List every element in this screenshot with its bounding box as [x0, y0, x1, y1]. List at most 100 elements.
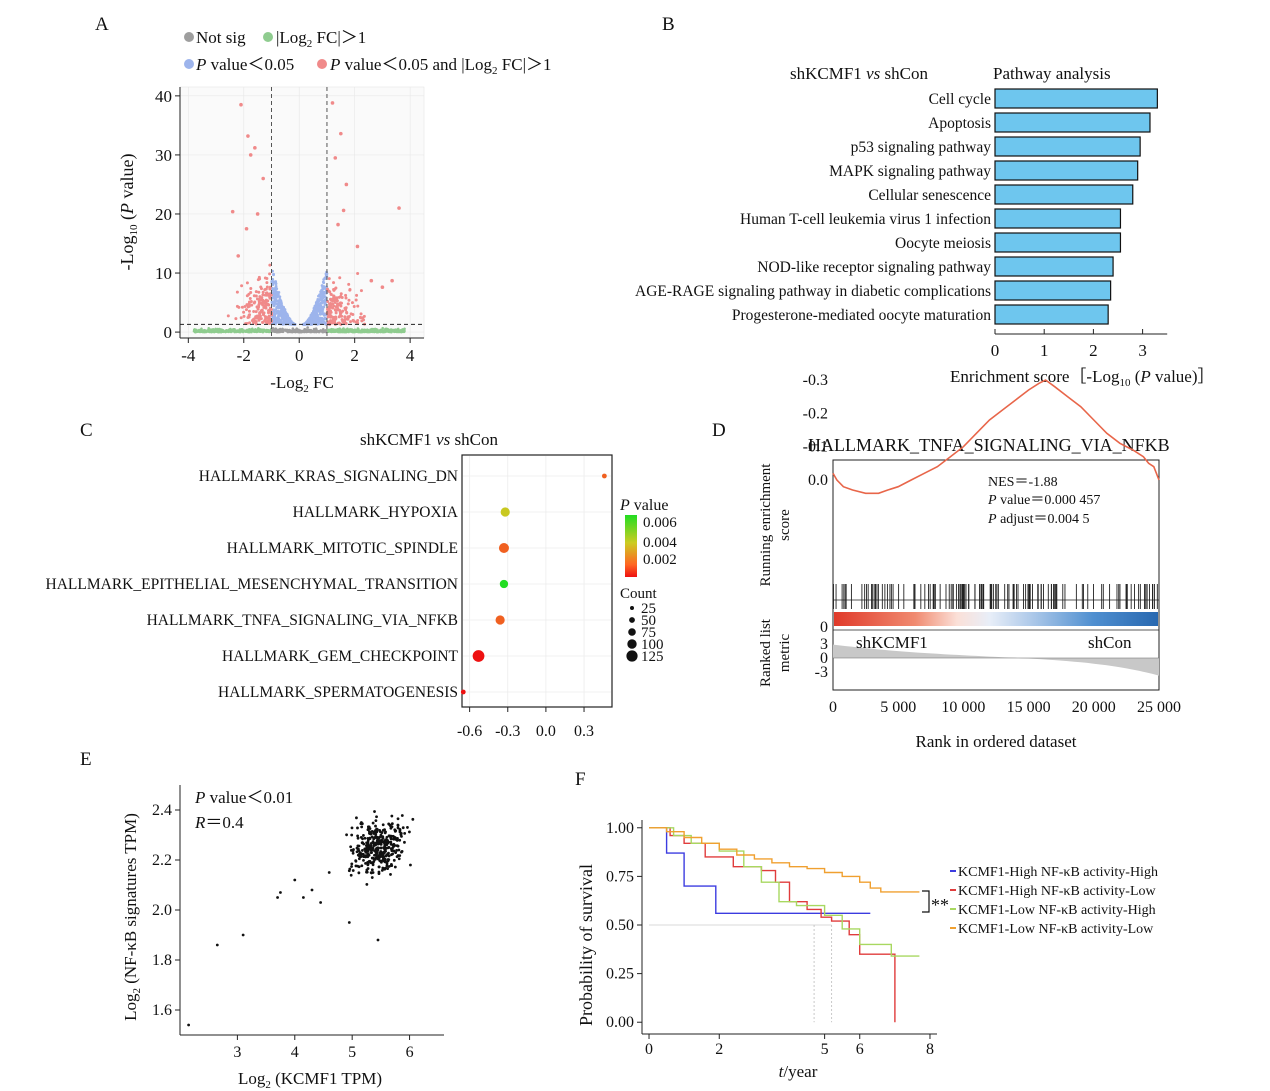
correlation-point	[368, 859, 372, 863]
correlation-point	[370, 876, 374, 879]
data-point	[242, 314, 246, 318]
data-point	[242, 310, 246, 314]
data-point	[319, 297, 323, 301]
correlation-point	[400, 849, 404, 853]
legend-label-p: P value＜0.05	[195, 55, 294, 74]
x-tick-label: -4	[181, 346, 196, 365]
data-point	[334, 286, 338, 290]
data-point	[286, 317, 290, 321]
correlation-point	[364, 861, 367, 865]
data-point	[261, 290, 265, 294]
data-point	[274, 282, 278, 286]
pathway-category-label: Cellular senescence	[868, 187, 991, 204]
data-point	[272, 308, 276, 312]
data-point	[315, 329, 319, 333]
data-point	[277, 314, 281, 318]
pathway-bar	[994, 256, 1114, 277]
y-tick-label: -0.1	[803, 439, 828, 456]
dot-plot-point	[601, 473, 607, 479]
correlation-point	[366, 855, 370, 859]
correlation-point	[403, 840, 406, 844]
data-point	[208, 330, 212, 333]
dot-plot-category-label: HALLMARK_KRAS_SIGNALING_DN	[199, 468, 458, 485]
pathway-bar	[994, 280, 1112, 301]
correlation-point	[385, 835, 389, 839]
pathway-bar	[994, 160, 1139, 181]
data-point	[230, 209, 235, 214]
panel-label-a: A	[95, 14, 109, 35]
data-point	[326, 315, 330, 319]
x-tick-label: 25 000	[1137, 699, 1181, 716]
correlation-point	[347, 921, 351, 924]
data-point	[284, 329, 288, 332]
correlation-point	[276, 896, 279, 899]
data-point	[267, 310, 271, 314]
y-tick-label: 0.75	[606, 868, 634, 885]
panel-label-e: E	[80, 749, 92, 770]
gsea-p-adjust: P adjust＝0.004 5	[987, 512, 1090, 527]
pathway-category-label: AGE-RAGE signaling pathway in diabetic c…	[635, 283, 991, 300]
data-point	[248, 296, 252, 300]
data-point	[247, 309, 251, 313]
correlation-point	[379, 859, 382, 863]
correlation-y-axis-label: Log2 (NF-κB signatures TPM)	[121, 813, 143, 1021]
data-point	[342, 328, 346, 332]
data-point	[274, 308, 278, 312]
data-point	[258, 311, 262, 315]
data-point	[246, 315, 250, 319]
correlation-point	[380, 868, 384, 872]
correlation-point	[392, 858, 396, 862]
x-tick-label: 5	[821, 1041, 829, 1058]
data-point	[252, 309, 256, 313]
data-point	[380, 328, 383, 332]
y-tick-label: 0.0	[808, 472, 828, 489]
data-point	[316, 298, 320, 301]
correlation-point	[364, 850, 368, 854]
y-tick-label: -0.3	[803, 372, 828, 389]
correlation-point	[366, 844, 370, 848]
data-point	[360, 328, 364, 331]
data-point	[320, 301, 324, 305]
panel-label-f: F	[575, 769, 586, 790]
survival-curve	[649, 827, 920, 957]
data-point	[341, 208, 346, 213]
gsea-x-axis-label: Rank in ordered dataset	[916, 732, 1077, 751]
data-point	[267, 329, 271, 333]
data-point	[338, 276, 342, 280]
correlation-point	[400, 834, 403, 838]
data-point	[322, 293, 325, 297]
data-point	[321, 310, 324, 313]
correlation-point	[356, 826, 359, 830]
data-point	[252, 301, 256, 305]
correlation-point	[368, 836, 372, 840]
y-tick-label: 2.4	[152, 802, 172, 819]
correlation-point	[347, 869, 351, 873]
correlation-point	[381, 853, 385, 857]
correlation-point	[398, 830, 402, 834]
data-point	[336, 302, 340, 306]
data-point	[272, 318, 276, 322]
correlation-point	[376, 938, 380, 942]
correlation-point	[391, 834, 395, 838]
data-point	[321, 306, 324, 310]
pathway-category-label: Human T-cell leukemia virus 1 infection	[740, 211, 991, 228]
correlation-point	[378, 853, 382, 857]
correlation-point	[383, 857, 387, 861]
correlation-point	[385, 839, 389, 843]
volcano-x-axis-label: -Log2 FC	[270, 373, 334, 395]
data-point	[237, 305, 241, 309]
data-point	[323, 298, 327, 302]
data-point	[217, 330, 221, 333]
correlation-point	[351, 869, 355, 872]
x-tick-label: 6	[856, 1041, 864, 1058]
data-point	[250, 303, 254, 307]
correlation-point	[382, 841, 386, 845]
correlation-point	[377, 865, 381, 869]
data-point	[356, 272, 360, 276]
data-point	[344, 182, 349, 187]
x-tick-label: 0	[829, 699, 837, 716]
data-point	[346, 316, 350, 320]
correlation-point	[383, 843, 387, 847]
data-point	[347, 298, 351, 302]
data-point	[247, 304, 251, 308]
